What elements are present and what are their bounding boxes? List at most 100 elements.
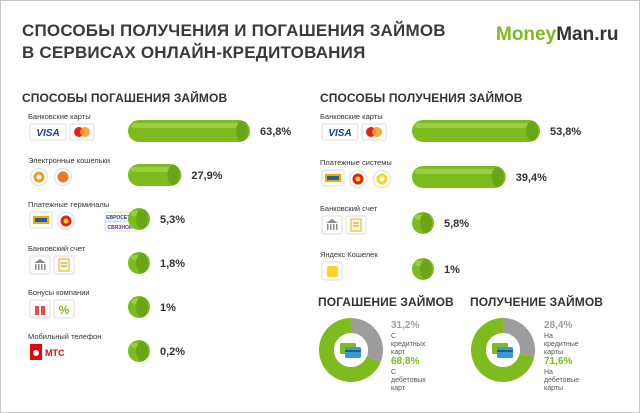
bar-row: Банковские карты VISA 53,8% (320, 112, 581, 142)
eleksnet-icon-dot (63, 218, 69, 224)
unistream-icon (349, 170, 367, 188)
donut-slice (471, 318, 535, 382)
visa-text: VISA (328, 128, 351, 139)
golden-crown-icon-dot (379, 176, 385, 182)
credit-card-icon (492, 343, 513, 358)
document-sheet (58, 258, 70, 272)
webmoney-icon (54, 168, 72, 186)
mts-logo: МТС (30, 344, 65, 360)
page-title: СПОСОБЫ ПОЛУЧЕНИЯ И ПОГАШЕНИЯ ЗАЙМОВ В С… (22, 20, 446, 64)
document-icon (345, 215, 367, 235)
bank-column (327, 224, 329, 230)
value-label: 63,8% (260, 126, 291, 138)
bar-end-cap (167, 165, 180, 185)
percent-icon: % (53, 299, 75, 319)
value-label: 27,9% (191, 170, 222, 182)
category-label: Платежные терминалы (28, 200, 109, 209)
mastercard-logo (361, 123, 387, 141)
value-label: 39,4% (516, 172, 547, 184)
value-label: 0,2% (160, 346, 185, 358)
card-stripe (345, 350, 361, 352)
title-line-1: СПОСОБЫ ПОЛУЧЕНИЯ И ПОГАШЕНИЯ ЗАЙМОВ (22, 21, 446, 40)
contact-band-inner (35, 218, 47, 222)
card-stripe (497, 350, 513, 352)
percent-glyph: % (59, 303, 70, 317)
unistream-icon-dot (355, 176, 361, 182)
bar-row: Мобильный телефон МТС 0,2% (28, 332, 185, 362)
value-label: 1% (444, 264, 460, 276)
moneyman-logo[interactable]: MoneyMan.ru (496, 24, 618, 46)
mastercard-orange-circle (372, 127, 382, 137)
repayment-bar-chart: Банковские карты VISA 63,8% Электронные кош… (28, 112, 291, 362)
receiving-bar-chart: Банковские карты VISA 53,8% Платежные систе… (320, 112, 581, 281)
bar-row: Яндекс Кошелек 1% (320, 250, 460, 281)
bar-end-cap (136, 209, 148, 229)
bar-end-cap (420, 213, 432, 233)
document-icon (53, 255, 75, 275)
bank-column (330, 224, 332, 230)
receiving-credit-label: На кредитные карты (544, 333, 579, 356)
eurosette-logo-text: ЕВРОСЕТЬ (106, 215, 134, 221)
receiving-donut-chart (471, 318, 535, 382)
category-label: Банковские карты (320, 112, 383, 121)
category-label: Банковский счет (28, 244, 86, 253)
value-label: 5,3% (160, 214, 185, 226)
card-front (345, 347, 361, 358)
category-label: Банковские карты (28, 112, 91, 121)
title-line-2: В СЕРВИСАХ ОНЛАЙН-КРЕДИТОВАНИЯ (22, 43, 366, 62)
logo-part-money: Money (496, 24, 557, 45)
bar-highlight (131, 123, 247, 128)
receiving-debit-value: 71,6% (544, 356, 573, 367)
category-label: Платежные системы (320, 158, 392, 167)
bank-roof (34, 259, 46, 263)
bank-icon-frame (321, 215, 343, 235)
bank-column (336, 224, 338, 230)
mts-egg-hole (33, 350, 39, 356)
bar-row: Банковские карты VISA 63,8% (28, 112, 291, 142)
bar-end-cap (236, 121, 248, 141)
percent-icon-frame (53, 299, 75, 319)
repayment-debit-label: С дебетовых карт (391, 369, 426, 392)
repayment-credit-label: С кредитных карт (391, 333, 426, 356)
yandex-wallet (327, 266, 338, 277)
bank-column (44, 264, 46, 270)
category-label: Мобильный телефон (28, 332, 101, 341)
document-sheet (350, 218, 362, 232)
repayment-donut-title: ПОГАШЕНИЕ ЗАЙМОВ (318, 295, 454, 309)
bar-end-cap (526, 121, 538, 141)
bar-end-cap (136, 253, 148, 273)
receiving-debit-label: На дебетовые карты (544, 369, 580, 392)
category-label: Бонусы компании (28, 288, 90, 297)
bank-icon (29, 255, 51, 275)
bank-column (333, 224, 335, 230)
bar-row: Банковский счет 5,8% (320, 204, 469, 235)
visa-logo (29, 123, 67, 141)
bar-highlight (415, 169, 503, 174)
qiwi-icon-dot (36, 174, 42, 180)
category-label: Яндекс Кошелек (320, 250, 378, 259)
bar-row: Электронные кошельки 27,9% (28, 156, 223, 186)
visa-logo (321, 123, 359, 141)
bar-row: Бонусы компании% 1% (28, 288, 176, 319)
bar-end-cap (136, 341, 148, 361)
golden-crown-icon (373, 170, 391, 188)
value-label: 1,8% (160, 258, 185, 270)
bar-highlight (131, 167, 179, 172)
svyaznoy-logo-text: СВЯЗНОЙ (108, 223, 133, 231)
donut-slice (503, 318, 535, 357)
value-label: 5,8% (444, 218, 469, 230)
credit-card-icon (340, 343, 361, 358)
receiving-methods-title: СПОСОБЫ ПОЛУЧЕНИЯ ЗАЙМОВ (320, 91, 523, 105)
repayment-credit-value: 31,2% (391, 320, 420, 331)
bar-row: Платежные системы 39,4% (320, 158, 547, 188)
receiving-credit-value: 28,4% (544, 320, 573, 331)
category-label: Банковский счет (320, 204, 378, 213)
bar-end-cap (420, 259, 432, 279)
bank-icon (321, 215, 343, 235)
mts-text: МТС (45, 348, 65, 358)
contact-icon (321, 169, 345, 187)
qiwi-icon (30, 168, 48, 186)
value-label: 1% (160, 302, 176, 314)
mastercard-logo (69, 123, 95, 141)
donut-slice (319, 318, 381, 382)
